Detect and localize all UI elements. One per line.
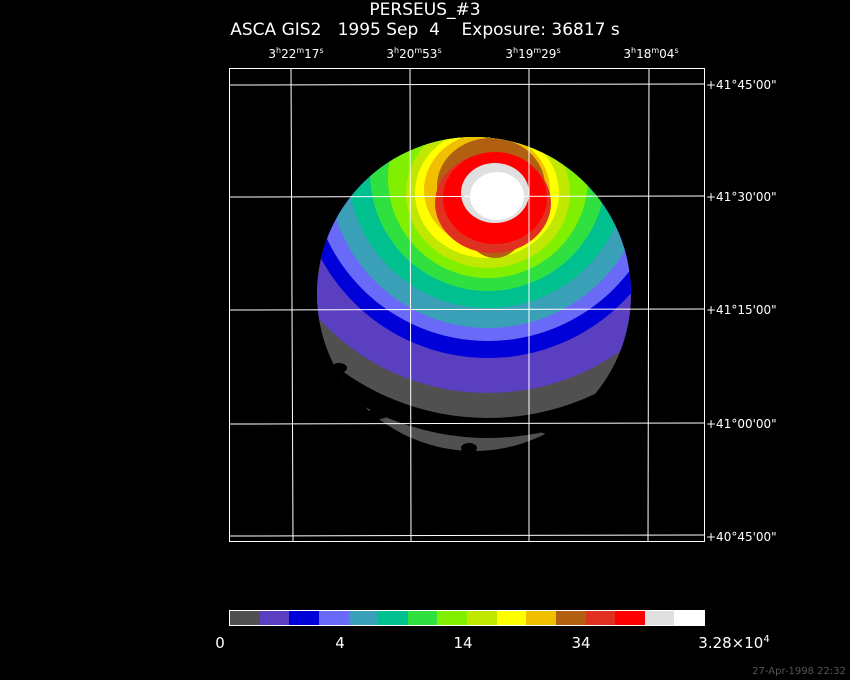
colorbar-swatch bbox=[259, 611, 290, 625]
image-subtitle: ASCA GIS2 1995 Sep 4 Exposure: 36817 s bbox=[230, 20, 620, 40]
xray-image-panel bbox=[229, 68, 705, 542]
colorbar-swatch bbox=[674, 611, 704, 625]
colorbar bbox=[229, 610, 705, 626]
colorbar-swatch bbox=[585, 611, 616, 625]
xray-intensity-map bbox=[317, 137, 631, 451]
colorbar-label: 14 bbox=[453, 634, 473, 652]
colorbar-swatch bbox=[437, 611, 467, 625]
colorbar-swatch bbox=[496, 611, 527, 625]
colorbar-swatch bbox=[230, 611, 260, 625]
colorbar-swatch bbox=[644, 611, 675, 625]
colorbar-label: 4 bbox=[335, 634, 345, 652]
dec-tick-label: +41°00'00" bbox=[706, 417, 777, 431]
colorbar-max-label: 3.28×104 bbox=[698, 634, 770, 652]
colorbar-swatch bbox=[318, 611, 349, 625]
colorbar-label: 0 bbox=[215, 634, 225, 652]
noise-speckles bbox=[331, 363, 593, 467]
dec-tick-label: +40°45'00" bbox=[706, 530, 777, 544]
colorbar-swatch bbox=[407, 611, 438, 625]
dec-tick-label: +41°45'00" bbox=[706, 78, 777, 92]
colorbar-swatch bbox=[526, 611, 556, 625]
colorbar-swatch bbox=[378, 611, 408, 625]
colorbar-swatch bbox=[615, 611, 645, 625]
colorbar-swatch bbox=[555, 611, 586, 625]
ra-tick-label: 3h22m17s bbox=[268, 46, 324, 61]
colorbar-swatch bbox=[348, 611, 379, 625]
coordinate-grid bbox=[229, 68, 705, 542]
timestamp: 27-Apr-1998 22:32 bbox=[752, 666, 846, 677]
dec-tick-label: +41°15'00" bbox=[706, 303, 777, 317]
ra-tick-label: 3h20m53s bbox=[386, 46, 442, 61]
ra-tick-label: 3h18m04s bbox=[623, 46, 679, 61]
colorbar-swatch bbox=[289, 611, 319, 625]
ra-tick-label: 3h19m29s bbox=[505, 46, 561, 61]
colorbar-label: 34 bbox=[571, 634, 591, 652]
dec-tick-label: +41°30'00" bbox=[706, 190, 777, 204]
image-title: PERSEUS_#3 bbox=[369, 0, 481, 20]
colorbar-swatch bbox=[467, 611, 497, 625]
